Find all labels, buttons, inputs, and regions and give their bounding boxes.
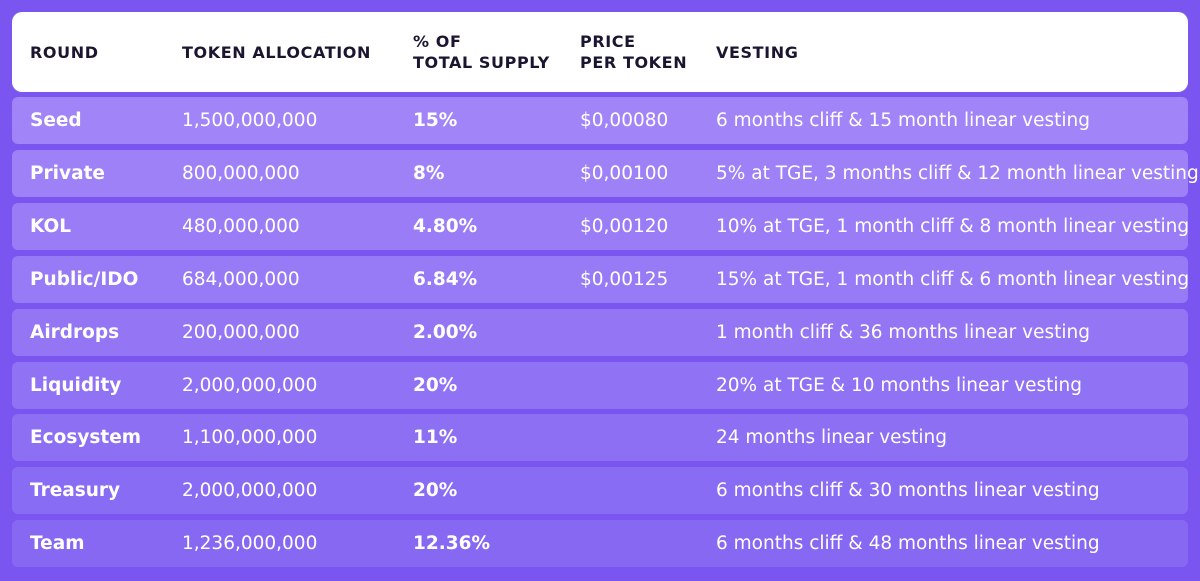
table-cell: KOL — [30, 215, 72, 237]
table-cell: 1,236,000,000 — [182, 533, 318, 555]
table-cell: 6.84% — [413, 268, 478, 290]
table-row: KOL 480,000,000 4.80% $0,00120 10% at TGE, 1… — [12, 202, 1190, 250]
table-cell: 2,000,000,000 — [182, 374, 318, 396]
table-cell: 11% — [413, 427, 458, 449]
table-cell: 480,000,000 — [182, 215, 300, 237]
header-cell: ROUND — [30, 12, 99, 92]
table-cell: 20% — [413, 374, 458, 396]
table-cell: Liquidity — [30, 374, 122, 396]
table-cell: 2.00% — [413, 321, 478, 343]
header-cell: % OF TOTAL SUPPLY — [413, 12, 550, 92]
table-row: Airdrops 200,000,000 2.00% 1 month cliff & … — [12, 308, 1188, 356]
table-cell: Ecosystem — [30, 427, 142, 449]
table-cell: 1 month cliff & 36 months linear vesting — [716, 321, 1090, 343]
table-cell: Seed — [30, 110, 82, 131]
table-row: Private 800,000,000 8% $0,00100 5% at TGE, 3… — [12, 149, 1199, 197]
table-cell: 15% at TGE, 1 month cliff & 6 month line… — [716, 268, 1190, 290]
header-text: ROUND — [30, 42, 99, 62]
table-row: Treasury 2,000,000,000 20% 6 months cliff &… — [12, 467, 1188, 515]
table-cell: 4.80% — [413, 215, 478, 237]
header-text: PER TOKEN — [580, 53, 688, 72]
table-cell: Treasury — [30, 480, 121, 502]
table-cell: 12.36% — [413, 533, 491, 555]
table-cell: Airdrops — [30, 321, 120, 343]
table-row: Ecosystem 1,100,000,000 11% 24 months linea… — [12, 414, 1188, 462]
header-text: TOTAL SUPPLY — [413, 53, 550, 72]
table-cell: $0,00125 — [580, 268, 669, 290]
table-cell: 8% — [413, 162, 445, 184]
table-row: Liquidity 2,000,000,000 20% 20% at TGE & 10… — [12, 361, 1188, 409]
table-cell: 6 months cliff & 30 months linear vestin… — [716, 480, 1100, 502]
header-cell: VESTING — [716, 12, 798, 92]
table-cell: 6 months cliff & 15 month linear vesting — [716, 110, 1090, 131]
header-text: % OF — [413, 32, 462, 51]
table-cell: $0,00080 — [580, 110, 669, 131]
table-cell: 6 months cliff & 48 months linear vestin… — [716, 533, 1100, 555]
table-row: Team 1,236,000,000 12.36% 6 months cliff & … — [12, 520, 1188, 568]
table-cell: 2,000,000,000 — [182, 480, 318, 502]
table-cell: Team — [30, 533, 85, 555]
header-text: PRICE — [580, 32, 636, 51]
table-cell: 15% — [413, 110, 458, 131]
table-cell: 5% at TGE, 3 months cliff & 12 month lin… — [716, 162, 1199, 184]
table-header: ROUND TOKEN ALLOCATION % OF TOTAL SUPPLY PRI… — [12, 12, 1188, 92]
table-cell: 10% at TGE, 1 month cliff & 8 month line… — [716, 215, 1190, 237]
table-cell: $0,00100 — [580, 162, 669, 184]
table-cell: 1,100,000,000 — [182, 427, 318, 449]
table-row: Seed 1,500,000,000 15% $0,00080 6 months cli… — [12, 97, 1188, 144]
header-text: TOKEN ALLOCATION — [182, 42, 371, 62]
header-cell: TOKEN ALLOCATION — [182, 12, 371, 92]
table-cell: $0,00120 — [580, 215, 669, 237]
table-cell: 20% — [413, 480, 458, 502]
table-cell: 200,000,000 — [182, 321, 300, 343]
table-cell: Public/IDO — [30, 268, 139, 290]
table-cell: Private — [30, 162, 105, 184]
table-cell: 20% at TGE & 10 months linear vesting — [716, 374, 1083, 396]
header-text: VESTING — [716, 42, 799, 62]
header-cell: PRICE PER TOKEN — [580, 12, 687, 92]
table-cell: 800,000,000 — [182, 162, 300, 184]
table-cell: 24 months linear vesting — [716, 427, 948, 449]
table-row: Public/IDO 684,000,000 6.84% $0,00125 15% at… — [12, 255, 1190, 303]
table-cell: 1,500,000,000 — [182, 110, 318, 131]
table-cell: 684,000,000 — [182, 268, 300, 290]
